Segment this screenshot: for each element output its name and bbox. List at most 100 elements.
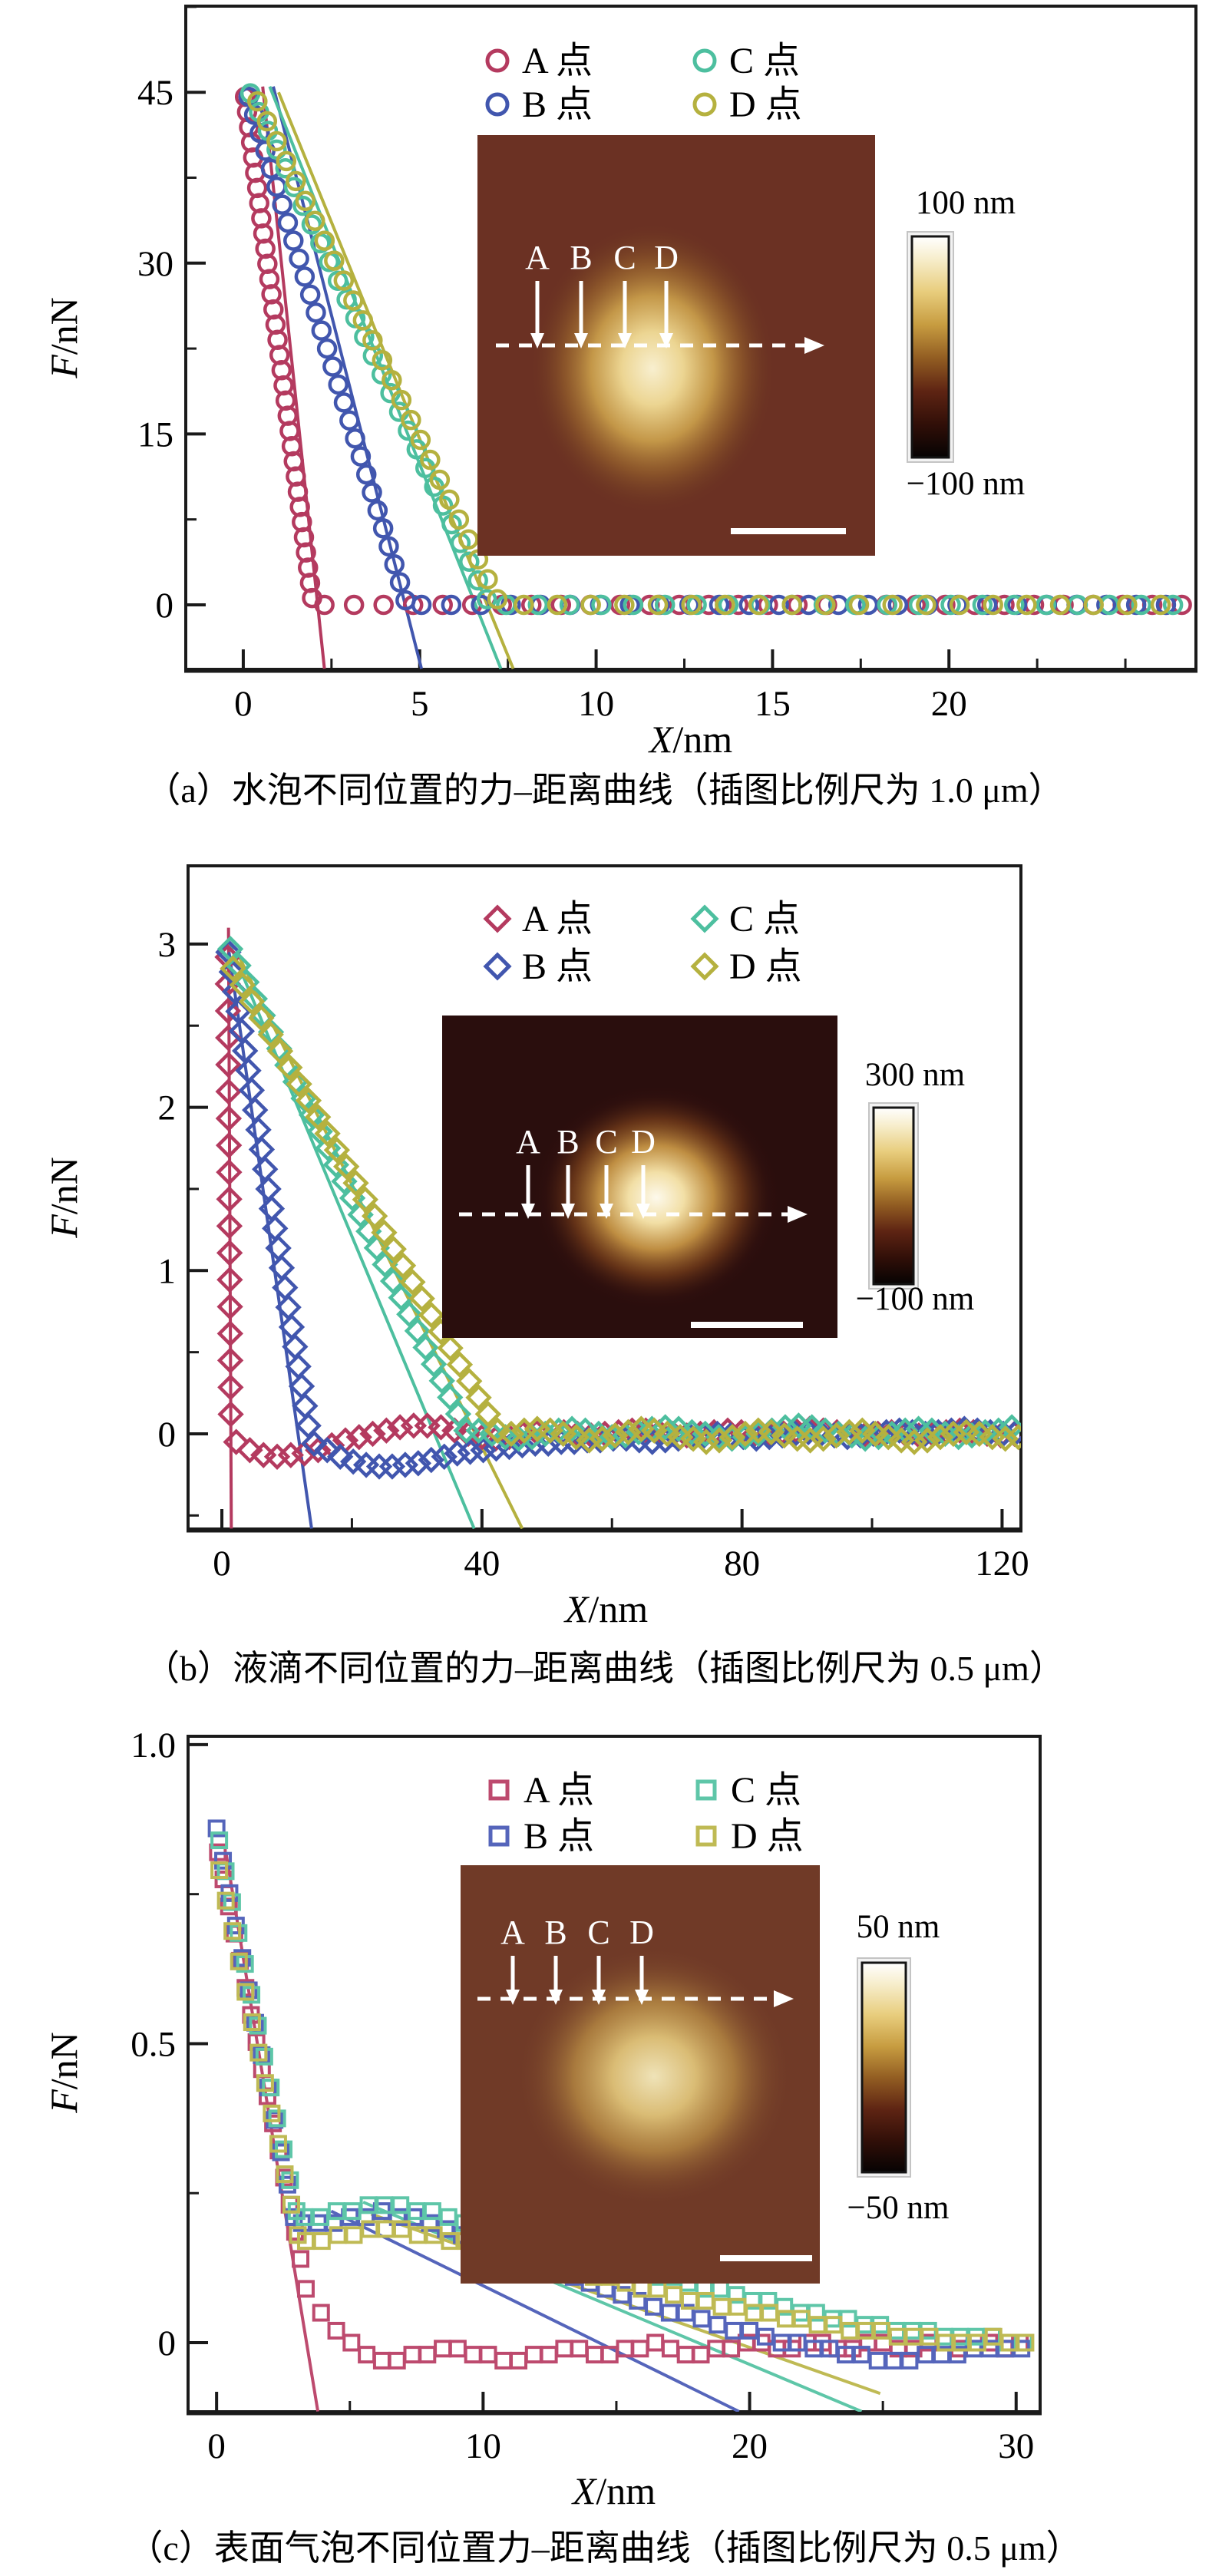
axes-ticks: 0 5 10 15 20 0 15 30 45	[137, 5, 1127, 724]
x-tick-label: 0	[207, 2426, 226, 2466]
inset-arrow-icon	[618, 333, 632, 348]
x-axis-label: X/nm	[563, 1587, 648, 1630]
x-tick-label: 5	[411, 684, 429, 724]
y-tick-label: 1	[158, 1251, 177, 1291]
inset-arrow-icon	[549, 1990, 563, 2005]
x-tick-label: 80	[724, 1544, 760, 1584]
inset-scale-bar	[731, 528, 846, 534]
inset-point-label: A	[516, 1123, 540, 1161]
caption-panel-a: （a）水泡不同位置的力–距离曲线（插图比例尺为 1.0 μm）	[145, 771, 1064, 810]
y-tick-label: 45	[137, 73, 173, 113]
caption-panel-b: （b）液滴不同位置的力–距离曲线（插图比例尺为 0.5 μm）	[144, 1649, 1065, 1688]
inset-arrow-icon	[521, 1204, 535, 1219]
y-tick-label: 0	[158, 1415, 177, 1455]
legend: A 点B 点 C 点D 点	[485, 41, 802, 125]
inset-point-label: B	[570, 239, 592, 276]
legend-label: B 点	[524, 1816, 594, 1857]
inset-point-label: B	[557, 1123, 579, 1161]
inset-arrow-icon	[530, 333, 544, 348]
y-tick-label: 15	[137, 414, 173, 454]
legend-label: A 点	[524, 1770, 594, 1811]
caption-panel-c: （c）表面气泡不同位置力–距离曲线（插图比例尺为 0.5 μm）	[127, 2528, 1082, 2568]
inset-point-label: A	[500, 1914, 525, 1951]
legend: A 点 B 点 C 点 D 点	[488, 1770, 804, 1857]
legend-label: B 点	[522, 84, 593, 125]
y-tick-label: 2	[158, 1088, 177, 1128]
inset-point-label: C	[595, 1123, 617, 1161]
inset-point-label: D	[631, 1123, 656, 1161]
series-c-0	[209, 1843, 1029, 2370]
x-tick-label: 20	[732, 2426, 768, 2466]
legend-label: C 点	[729, 41, 800, 81]
legend-label: C 点	[731, 1770, 801, 1811]
inset-arrow-icon	[574, 333, 588, 348]
y-tick-label: 0	[158, 2323, 177, 2363]
x-axis-label: X/nm	[648, 718, 732, 761]
inset-point-label: A	[525, 239, 550, 276]
plot-frame	[187, 864, 1022, 1533]
inset-point-label: D	[654, 239, 679, 276]
inset-arrow-icon	[506, 1990, 520, 2005]
legend-label: D 点	[731, 1816, 804, 1857]
x-tick-label: 20	[931, 684, 967, 724]
inset-arrow-icon	[592, 1990, 606, 2005]
inset-arrow-icon	[659, 333, 673, 348]
plot-frame	[184, 5, 1197, 673]
inset-point-label: B	[544, 1914, 567, 1951]
legend-label: D 点	[729, 84, 802, 125]
legend-label: A 点	[522, 41, 593, 81]
y-tick-label: 0	[156, 586, 174, 626]
x-tick-label: 120	[975, 1544, 1029, 1584]
legend: A 点 B 点 C 点 D 点	[483, 899, 802, 987]
x-tick-label: 10	[465, 2426, 501, 2466]
colorbar-min-label: −100 nm	[907, 466, 1025, 502]
inset-arrow-icon	[600, 1204, 613, 1219]
y-tick-label: 0.5	[130, 2024, 176, 2064]
plot-frame	[187, 1735, 1042, 2416]
data-series	[214, 936, 1021, 1480]
colorbar-max-label: 100 nm	[916, 185, 1016, 221]
y-tick-label: 30	[137, 244, 173, 284]
x-tick-label: 15	[755, 684, 791, 724]
data-series	[234, 83, 1192, 616]
axes-ticks: 0 40 80 120 0 1 2 3	[158, 925, 1029, 1584]
axes-ticks: 0 10 20 30 0 0.5 1.0	[130, 1727, 1034, 2466]
series-a-3	[247, 91, 1171, 616]
inset-point-label: D	[629, 1914, 654, 1951]
y-axis-label: F/nN	[42, 1157, 85, 1239]
colorbar-max-label: 50 nm	[857, 1909, 940, 1945]
y-axis-label: F/nN	[42, 297, 85, 379]
x-tick-label: 40	[464, 1544, 500, 1584]
legend-label: B 点	[522, 946, 593, 987]
legend-label: D 点	[729, 946, 802, 987]
y-tick-label: 1.0	[130, 1727, 176, 1765]
colorbar-min-label: −100 nm	[856, 1281, 974, 1317]
x-axis-label: X/nm	[571, 2469, 656, 2512]
height-colorbar: 300 nm −100 nm	[856, 1057, 974, 1317]
legend-label: A 点	[522, 899, 593, 940]
x-tick-label: 30	[998, 2426, 1034, 2466]
inset-arrow-icon	[636, 1204, 650, 1219]
colorbar-min-label: −50 nm	[847, 2190, 950, 2226]
inset-scale-bar	[691, 1322, 803, 1328]
x-tick-label: 0	[213, 1544, 231, 1584]
inset-point-label: C	[587, 1914, 609, 1951]
height-colorbar: 50 nm −50 nm	[847, 1909, 950, 2226]
y-tick-label: 3	[158, 925, 177, 965]
legend-label: C 点	[729, 899, 800, 940]
height-colorbar: 100 nm −100 nm	[907, 185, 1025, 502]
colorbar-max-label: 300 nm	[865, 1057, 965, 1093]
x-tick-label: 10	[578, 684, 614, 724]
y-axis-label: F/nN	[42, 2032, 85, 2114]
inset-arrow-icon	[635, 1990, 649, 2005]
inset-scale-bar	[720, 2255, 812, 2261]
inset-point-label: C	[613, 239, 636, 276]
inset-arrow-icon	[561, 1204, 575, 1219]
